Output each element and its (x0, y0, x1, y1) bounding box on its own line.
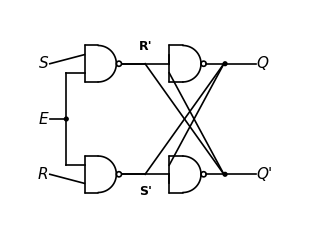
Text: Q': Q' (257, 167, 273, 182)
Circle shape (223, 62, 227, 66)
Text: R': R' (138, 40, 152, 53)
Circle shape (223, 172, 227, 176)
Text: R: R (38, 167, 49, 182)
Text: S: S (39, 56, 49, 71)
Circle shape (64, 117, 68, 121)
Text: E: E (39, 111, 49, 127)
Text: S': S' (139, 185, 152, 198)
Text: Q: Q (257, 56, 269, 71)
